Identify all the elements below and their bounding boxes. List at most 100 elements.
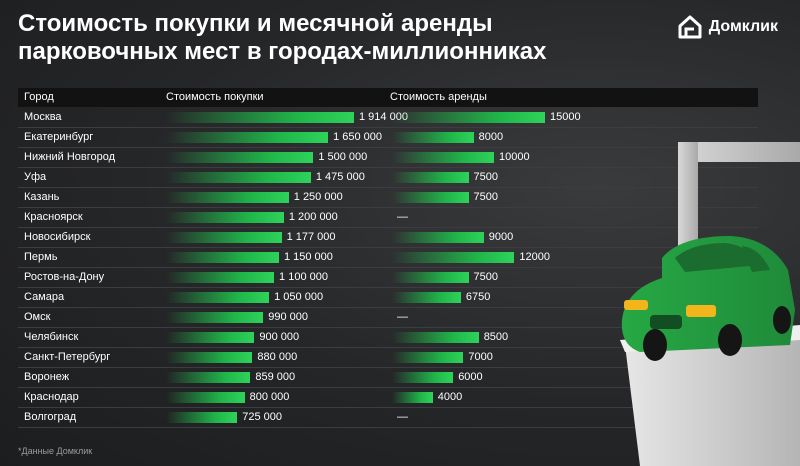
table-row: Челябинск 900 000 8500 xyxy=(18,328,758,348)
buy-value: 990 000 xyxy=(268,311,308,323)
brand-logo: Домклик xyxy=(677,14,778,40)
city-label: Самара xyxy=(24,291,65,303)
table-body: Москва 1 914 000 15000 Екатеринбург 1 650 00… xyxy=(18,108,758,428)
rent-value: 4000 xyxy=(437,391,463,403)
buy-value: 1 177 000 xyxy=(286,231,336,243)
buy-bar xyxy=(166,352,253,363)
rent-value: 12000 xyxy=(519,251,550,263)
parking-car-illustration xyxy=(620,142,800,466)
buy-bar xyxy=(166,172,311,183)
table-row: Екатеринбург 1 650 000 8000 xyxy=(18,128,758,148)
city-label: Екатеринбург xyxy=(24,131,94,143)
rent-bar xyxy=(392,292,461,303)
rent-value: 15000 xyxy=(550,111,581,123)
table-row: Омск 990 000 — xyxy=(18,308,758,328)
rent-value: 6750 xyxy=(465,291,491,303)
buy-bar xyxy=(166,272,275,283)
title-line-1: Стоимость покупки и месячной аренды xyxy=(18,10,493,37)
city-label: Уфа xyxy=(24,171,47,183)
table-row: Волгоград 725 000 — xyxy=(18,408,758,428)
buy-bar xyxy=(166,292,270,303)
table-header: Город Стоимость покупки Стоимость аренды xyxy=(18,88,758,107)
table-row: Санкт-Петербург 880 000 7000 xyxy=(18,348,758,368)
rent-bar xyxy=(392,332,479,343)
rent-bar xyxy=(392,192,469,203)
city-label: Новосибирск xyxy=(24,231,91,243)
header-city: Город xyxy=(24,91,54,103)
brand-name: Домклик xyxy=(708,18,778,35)
buy-bar xyxy=(166,112,354,123)
buy-value: 800 000 xyxy=(249,391,290,403)
rent-value: 8000 xyxy=(478,131,504,143)
buy-bar xyxy=(166,412,238,423)
buy-value: 1 500 000 xyxy=(318,151,368,163)
rent-value: 9000 xyxy=(488,231,514,243)
rent-value: 8500 xyxy=(483,331,509,343)
rent-bar xyxy=(392,252,515,263)
city-label: Челябинск xyxy=(24,331,79,343)
buy-bar xyxy=(166,212,284,223)
house-logo-icon xyxy=(678,15,702,39)
buy-value: 1 200 000 xyxy=(288,211,338,223)
table-row: Казань 1 250 000 7500 xyxy=(18,188,758,208)
table-row: Уфа 1 475 000 7500 xyxy=(18,168,758,188)
table-row: Новосибирск 1 177 000 9000 xyxy=(18,228,758,248)
buy-value: 859 000 xyxy=(255,371,296,383)
city-label: Красноярск xyxy=(24,211,83,223)
rent-value: 7500 xyxy=(473,271,498,283)
rent-value: 7000 xyxy=(468,351,493,363)
city-label: Волгоград xyxy=(24,411,77,423)
table-row: Воронеж 859 000 6000 xyxy=(18,368,758,388)
city-label: Нижний Новгород xyxy=(24,151,116,163)
buy-value: 1 050 000 xyxy=(274,291,324,303)
city-label: Пермь xyxy=(24,251,58,263)
rent-bar xyxy=(392,372,454,383)
rent-bar xyxy=(392,112,545,123)
table-row: Ростов-на-Дону 1 100 000 7500 xyxy=(18,268,758,288)
city-label: Москва xyxy=(24,111,62,123)
rent-bar xyxy=(392,132,474,143)
city-label: Казань xyxy=(24,191,60,203)
city-label: Краснодар xyxy=(24,391,79,403)
city-label: Воронеж xyxy=(24,371,70,383)
rent-bar xyxy=(392,172,469,183)
table-row: Краснодар 800 000 4000 xyxy=(18,388,758,408)
table-row: Самара 1 050 000 6750 xyxy=(18,288,758,308)
table-row: Москва 1 914 000 15000 xyxy=(18,108,758,128)
rent-value: 6000 xyxy=(458,371,483,383)
buy-bar xyxy=(166,192,289,203)
buy-bar xyxy=(166,312,264,323)
buy-bar xyxy=(166,372,251,383)
city-label: Ростов-на-Дону xyxy=(24,271,105,283)
table-row: Нижний Новгород 1 500 000 10000 xyxy=(18,148,758,168)
buy-bar xyxy=(166,152,314,163)
header-buy: Стоимость покупки xyxy=(166,91,264,103)
buy-bar xyxy=(166,392,245,403)
rent-value: — xyxy=(397,411,408,423)
buy-bar xyxy=(166,232,282,243)
rent-bar xyxy=(392,392,433,403)
rent-bar xyxy=(392,152,494,163)
buy-value: 900 000 xyxy=(259,331,300,343)
buy-value: 1 650 000 xyxy=(333,131,382,143)
buy-value: 1 250 000 xyxy=(293,191,343,203)
city-label: Омск xyxy=(24,311,51,323)
footnote: *Данные Домклик xyxy=(18,446,93,456)
city-label: Санкт-Петербург xyxy=(24,351,111,363)
buy-value: 1 475 000 xyxy=(315,171,365,183)
rent-value: 10000 xyxy=(499,151,530,163)
table-row: Пермь 1 150 000 12000 xyxy=(18,248,758,268)
rent-value: 7500 xyxy=(473,191,498,203)
buy-value: 1 100 000 xyxy=(279,271,328,283)
buy-value: 725 000 xyxy=(242,411,282,423)
rent-bar xyxy=(392,232,484,243)
buy-bar xyxy=(166,252,279,263)
rent-value: — xyxy=(397,311,408,323)
buy-value: 1 150 000 xyxy=(283,251,333,263)
rent-bar xyxy=(392,272,469,283)
header-rent: Стоимость аренды xyxy=(390,91,487,103)
buy-bar xyxy=(166,332,255,343)
rent-value: 7500 xyxy=(473,171,498,183)
buy-value: 880 000 xyxy=(257,351,298,363)
rent-bar xyxy=(392,352,464,363)
